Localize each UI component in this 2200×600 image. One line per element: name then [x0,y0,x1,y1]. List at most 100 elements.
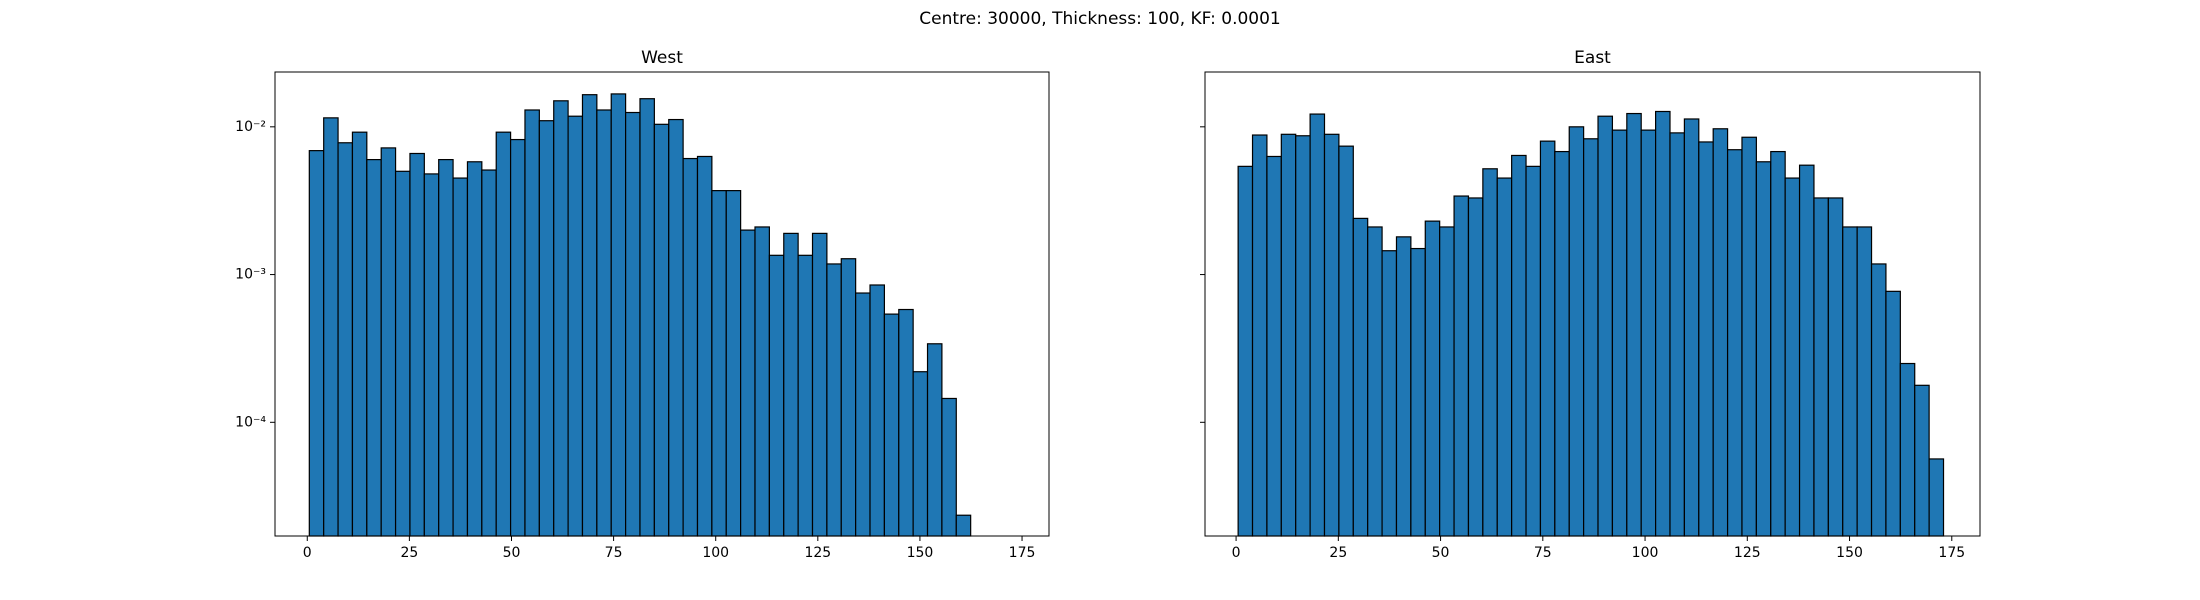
bar [438,158,454,537]
bar [1511,154,1527,537]
bar [869,284,885,537]
bar [653,123,670,537]
bar [725,190,742,537]
bar [1482,168,1498,537]
bar [912,371,929,537]
y-tick-label: 10⁻⁴ [235,414,266,430]
bar [380,147,397,537]
bar [308,150,325,537]
bar [1338,145,1354,537]
bar [1698,141,1714,537]
bar [1237,165,1254,537]
bar [768,254,785,537]
y-tick-label: 10⁻³ [235,267,266,283]
bar [625,111,641,537]
bar [955,514,972,537]
bar [1539,140,1556,537]
bar [1683,118,1700,537]
bar [466,161,483,537]
x-tick-label: 0 [1232,545,1241,561]
bar [1899,362,1916,537]
x-tick-label: 25 [400,545,418,561]
bar [337,142,354,537]
bar [1626,112,1642,537]
bar [1266,155,1282,537]
bar [1726,149,1743,537]
bar [423,173,440,537]
x-tick-label: 100 [1632,545,1659,561]
bar [1410,247,1426,537]
bar [1870,263,1887,537]
bar [394,170,411,537]
bar [898,308,914,537]
bar [495,131,512,537]
bar [639,98,655,537]
bar [1583,138,1599,537]
bar [1568,126,1585,537]
bar [1712,128,1729,537]
bar [1798,164,1815,537]
bar [1655,110,1671,537]
bar [610,93,627,537]
bar [1813,197,1829,537]
bar [452,177,469,537]
bar [1770,150,1786,537]
bar [1309,113,1326,537]
bar [1597,115,1614,537]
subplot-title: East [1574,48,1611,68]
bar [1842,226,1858,537]
x-tick-label: 125 [804,545,831,561]
bar [409,152,425,537]
axes-frame [1204,71,1981,537]
bar [682,157,699,537]
x-tick-label: 175 [1938,545,1965,561]
axes-frame [274,71,1050,537]
y-tick-label: 10⁻² [235,119,266,135]
bar [366,158,382,537]
bar [509,138,526,537]
bar [840,258,857,537]
bar [1885,290,1901,537]
bar [1323,133,1340,537]
bar [696,155,713,537]
bar [581,94,598,537]
bar [855,292,871,537]
bar [1295,135,1311,537]
x-tick-label: 50 [1432,545,1450,561]
bar [811,232,828,537]
bar [1251,134,1268,537]
bar [826,263,842,537]
figure-title: Centre: 30000, Thickness: 100, KF: 0.000… [919,9,1281,29]
x-tick-label: 125 [1734,545,1761,561]
bar [1496,177,1513,537]
bar [941,397,957,537]
bar [1352,217,1369,537]
x-tick-label: 175 [1009,545,1036,561]
bar [783,232,799,537]
x-tick-label: 75 [1534,545,1552,561]
bar [1367,226,1383,537]
bar [1525,165,1542,537]
bar [711,190,727,537]
bar [883,313,900,537]
x-tick-label: 150 [1836,545,1863,561]
bar [1453,195,1470,537]
bar [538,120,555,537]
bar [1928,458,1945,537]
bar [926,343,943,537]
x-tick-label: 25 [1329,545,1347,561]
bar [1856,226,1873,537]
bar [1611,129,1628,537]
bar [1741,136,1757,537]
x-tick-label: 150 [907,545,934,561]
bar [351,131,368,537]
bar [797,254,814,537]
bar [1280,133,1297,537]
bar [668,118,684,537]
subplot-title: West [641,48,683,68]
x-tick-label: 50 [503,545,521,561]
bar [1669,132,1685,537]
x-tick-label: 75 [605,545,623,561]
bar [323,117,339,537]
bar [524,109,540,537]
